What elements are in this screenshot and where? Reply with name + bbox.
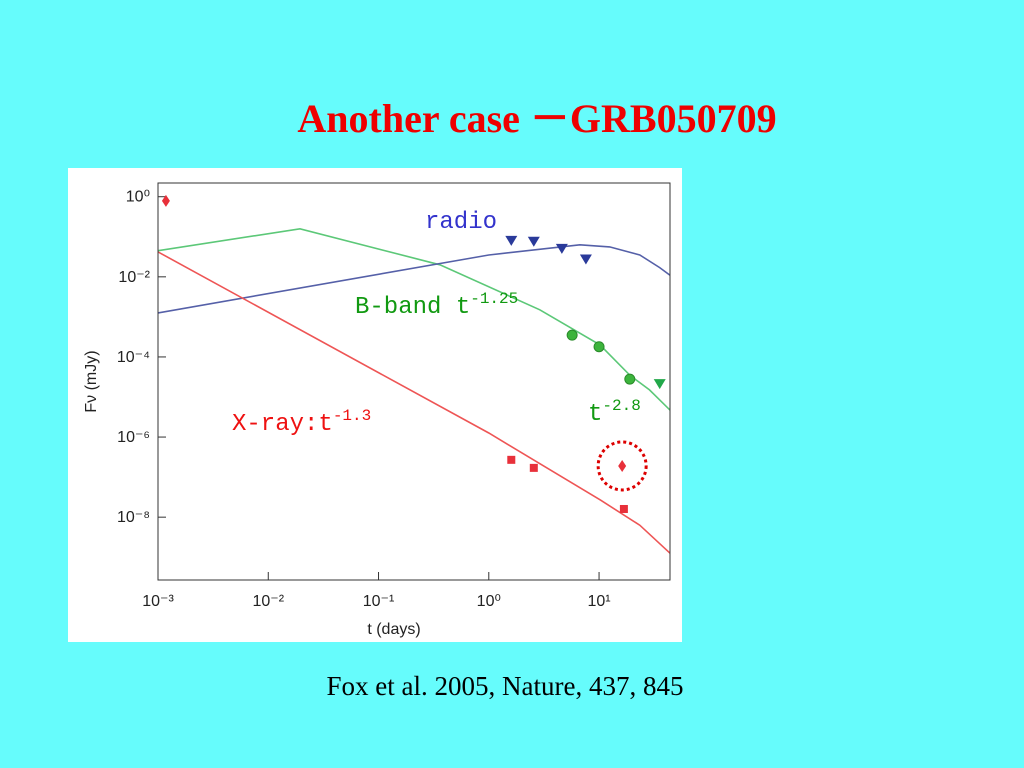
data-point xyxy=(161,194,170,207)
x-tick-label: 10⁻³ xyxy=(142,593,174,610)
data-point xyxy=(566,329,578,341)
caption: Fox et al. 2005, Nature, 437, 845 xyxy=(327,671,684,701)
y-tick-label: 10⁻⁸ xyxy=(117,509,150,526)
plot-frame xyxy=(157,182,671,581)
annotation: t-2.8 xyxy=(588,397,641,428)
data-point xyxy=(619,504,628,513)
x-tick-label: 10⁻² xyxy=(252,593,284,610)
annotation-text: X-ray:t xyxy=(232,411,333,438)
annotation-text: radio xyxy=(425,209,497,236)
model-curve xyxy=(158,251,670,554)
y-tick-label: 10⁰ xyxy=(126,189,150,206)
x-axis-label: t (days) xyxy=(367,621,420,638)
data-point xyxy=(624,373,636,385)
annotation-exponent: -1.25 xyxy=(470,290,518,308)
annotation: radio xyxy=(425,209,497,236)
highlight-circle xyxy=(596,440,648,492)
y-tick-label: 10⁻⁶ xyxy=(117,429,150,446)
upper-limit xyxy=(527,236,540,247)
upper-limit xyxy=(579,254,592,265)
slide-title: Another case －GRB050709 xyxy=(297,96,776,141)
annotation-text: B-band t xyxy=(355,294,470,321)
plot-area xyxy=(158,194,670,554)
y-tick-label: 10⁻⁴ xyxy=(117,349,150,366)
y-tick-label: 10⁻² xyxy=(118,269,150,286)
annotation-exponent: -2.8 xyxy=(602,397,640,415)
annotation-exponent: -1.3 xyxy=(333,407,371,425)
x-tick-label: 10⁻¹ xyxy=(363,593,395,610)
data-point xyxy=(529,463,538,472)
x-tick-label: 10¹ xyxy=(587,593,610,610)
x-tick-label: 10⁰ xyxy=(477,593,501,610)
upper-limit xyxy=(505,235,518,246)
y-axis-label: Fν (mJy) xyxy=(83,350,100,412)
data-point xyxy=(593,341,605,353)
model-curve xyxy=(158,227,670,411)
annotation: B-band t-1.25 xyxy=(355,290,518,321)
chart-panel xyxy=(68,168,682,642)
annotation: X-ray:t-1.3 xyxy=(232,407,371,438)
upper-limit xyxy=(555,243,568,254)
data-point xyxy=(618,459,627,472)
annotation-text: t xyxy=(588,401,602,428)
model-curve xyxy=(158,243,670,314)
upper-limit xyxy=(653,379,666,390)
data-point xyxy=(507,455,516,464)
